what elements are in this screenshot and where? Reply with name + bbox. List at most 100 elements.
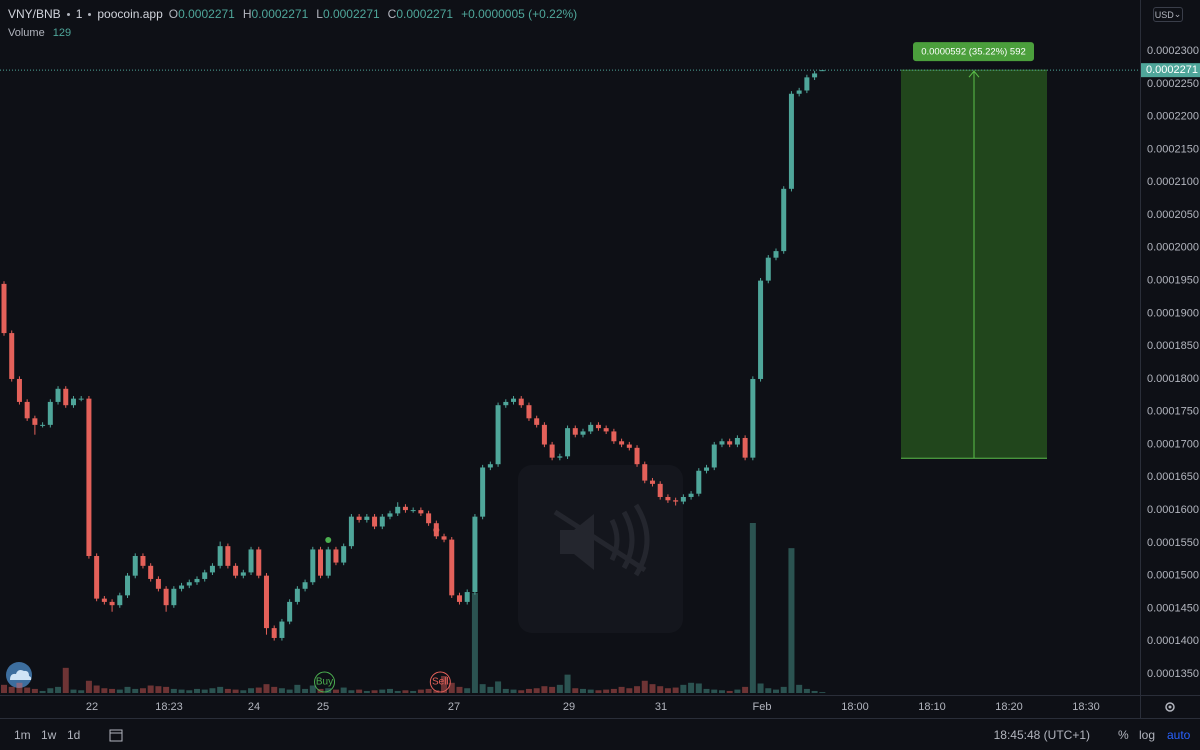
candle-body <box>758 280 764 379</box>
volume-bar <box>803 688 810 693</box>
candle-body <box>132 556 138 576</box>
volume-bar <box>464 688 471 693</box>
volume-bar <box>502 688 509 693</box>
candle-body <box>109 601 115 606</box>
candle-body <box>727 441 733 445</box>
candle-body <box>565 428 571 457</box>
candle-body <box>603 428 609 432</box>
symbol[interactable]: VNY/BNB <box>8 7 61 21</box>
candle-body <box>711 444 717 468</box>
candle-body <box>9 333 15 379</box>
legend-key: H <box>242 7 252 21</box>
currency-select[interactable]: USD ⌄ <box>1153 7 1183 22</box>
x-tick-label: Feb <box>753 701 772 713</box>
volume-bar <box>549 686 556 693</box>
volume-bar <box>348 690 355 693</box>
candle-body <box>426 513 432 524</box>
candle-body <box>101 598 107 602</box>
candle-body <box>642 464 648 481</box>
candle-body <box>634 447 640 465</box>
candle-body <box>364 516 370 520</box>
last-price-label: 0.0002271 <box>1146 64 1198 76</box>
volume-bar <box>155 686 162 693</box>
measure-label-box <box>913 42 1034 62</box>
legend-key: O <box>168 7 179 21</box>
volume-bar <box>541 686 548 693</box>
candle-body <box>611 431 617 442</box>
trade-marker-ring <box>314 671 336 693</box>
candle-body <box>217 546 223 566</box>
candle-body <box>503 401 509 406</box>
trade-marker-ring <box>429 671 451 693</box>
candle-body <box>86 398 92 556</box>
volume-bar <box>302 688 309 693</box>
volume-bar <box>664 688 671 693</box>
volume-bar <box>332 689 339 693</box>
settings-icon[interactable] <box>1165 702 1175 712</box>
volume-bar <box>232 689 239 693</box>
volume-bar <box>31 688 38 693</box>
candle-body <box>70 398 76 406</box>
candle-body <box>356 516 362 520</box>
trade-marker-label: Buy <box>316 677 333 688</box>
candle-body <box>765 257 771 281</box>
candle-body <box>657 483 663 497</box>
candle-body <box>16 378 22 402</box>
candle-body <box>209 565 215 573</box>
candle-body <box>719 441 725 445</box>
auto-toggle[interactable]: auto <box>1167 728 1191 742</box>
volume-bar <box>580 688 586 693</box>
volume-bar <box>255 687 262 693</box>
volume-bar <box>109 688 116 693</box>
candle-body <box>773 251 779 258</box>
volume-bar <box>525 688 532 693</box>
logo[interactable] <box>6 662 32 688</box>
volume-bar <box>39 690 46 693</box>
currency: USD <box>1154 9 1174 20</box>
volume-bar <box>742 686 749 693</box>
volume-bar <box>711 689 718 693</box>
volume-bar <box>757 683 764 693</box>
volume-bar <box>93 685 100 693</box>
candle-body <box>487 464 493 468</box>
volume-bar <box>618 686 625 693</box>
candle-body <box>688 493 694 497</box>
candle-body <box>480 467 486 517</box>
candle-body <box>387 513 393 517</box>
candle-body <box>395 506 401 514</box>
candle-body <box>734 437 740 445</box>
volume-bar <box>703 688 710 693</box>
candle-body <box>812 73 818 78</box>
clock: 18:45:48 (UTC+1) <box>993 728 1090 742</box>
y-tick-label: 0.0001650 <box>1147 471 1199 483</box>
volume-bar <box>78 690 85 693</box>
volume-bar <box>294 684 301 693</box>
candle-body <box>696 470 702 494</box>
y-tick-label: 0.0002100 <box>1147 176 1199 188</box>
candle-body <box>541 424 547 445</box>
last-price-box <box>1141 63 1200 78</box>
volume-bar <box>278 688 285 693</box>
candle-body <box>441 536 447 540</box>
volume-bar <box>116 689 123 693</box>
volume-bar <box>248 688 255 693</box>
y-tick-label: 0.0001600 <box>1147 504 1199 516</box>
log-toggle[interactable]: log <box>1139 728 1156 742</box>
range-button[interactable]: 1w <box>41 728 57 742</box>
candle-body <box>163 588 169 606</box>
volume-bar <box>425 688 432 693</box>
volume-bar <box>495 681 502 693</box>
x-tick-label: 22 <box>86 701 98 713</box>
volume-bar <box>765 688 772 693</box>
volume-bar <box>572 688 579 693</box>
source: poocoin.app <box>97 7 163 21</box>
y-tick-label: 0.0001450 <box>1147 602 1199 614</box>
date-range-icon[interactable] <box>109 728 123 742</box>
y-tick-label: 0.0001400 <box>1147 635 1199 647</box>
range-button[interactable]: 1d <box>67 728 81 742</box>
range-button[interactable]: 1m <box>14 728 31 742</box>
volume-bar <box>286 689 293 693</box>
percent-toggle[interactable]: % <box>1118 728 1129 742</box>
trade-dot <box>433 527 440 533</box>
volume-bar <box>371 690 378 693</box>
